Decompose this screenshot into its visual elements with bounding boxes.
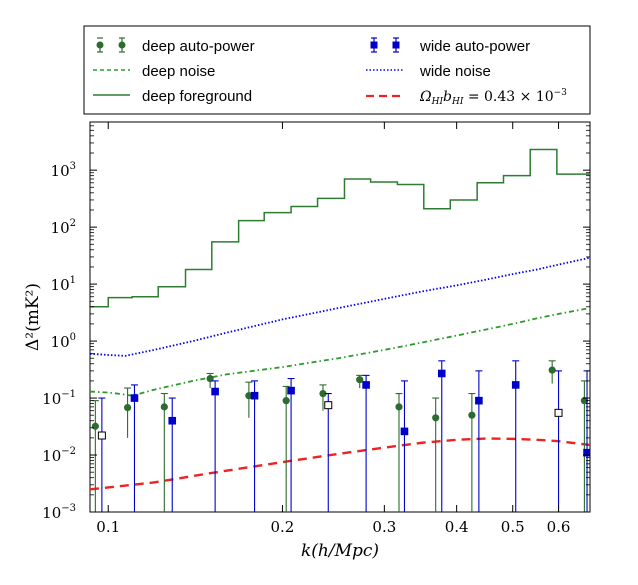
point-deep-auto-6 bbox=[319, 384, 327, 411]
legend-entry-wide-auto: wide auto-power bbox=[370, 37, 530, 55]
point-wide-auto-2 bbox=[168, 397, 177, 512]
point-deep-auto-1 bbox=[123, 387, 132, 438]
marker bbox=[356, 376, 364, 384]
point-deep-auto-8 bbox=[395, 392, 403, 512]
point-wide-auto-12 bbox=[554, 370, 563, 512]
point-deep-auto-4 bbox=[245, 381, 253, 418]
marker bbox=[400, 427, 409, 436]
marker bbox=[468, 411, 476, 419]
series-deep-noise bbox=[90, 307, 590, 397]
legend-entry-deep-noise: deep noise bbox=[93, 63, 215, 80]
marker bbox=[282, 397, 290, 405]
y-tick-label-3: 100 bbox=[51, 332, 76, 351]
point-wide-auto-1 bbox=[130, 384, 139, 512]
x-axis-label: k(h/Mpc) bbox=[301, 541, 379, 561]
marker bbox=[211, 387, 219, 396]
marker bbox=[395, 403, 403, 411]
point-deep-auto-2 bbox=[160, 392, 168, 512]
marker bbox=[91, 422, 99, 430]
marker bbox=[287, 386, 295, 395]
marker bbox=[580, 397, 588, 405]
legend-entry-model: ΩHIbHI = 0.43 × 10−3 bbox=[366, 88, 567, 107]
legend-label-wide-noise: wide noise bbox=[419, 63, 491, 80]
x-tick-label-0: 0.1 bbox=[96, 518, 120, 536]
point-deep-auto-9 bbox=[432, 397, 440, 512]
axes-layer: 10−3 10−2 10−1 100 101 102 103 0.1 0.2 0.3 0.4 0.5 0… bbox=[42, 122, 590, 536]
legend-label-deep-foreground: deep foreground bbox=[142, 88, 252, 105]
legend-entry-deep-foreground: deep foreground bbox=[93, 88, 252, 105]
point-wide-auto-7 bbox=[362, 374, 370, 512]
marker bbox=[250, 391, 259, 400]
point-wide-auto-6 bbox=[324, 392, 333, 512]
y-axis-label: Δ²(mK²) bbox=[23, 283, 43, 351]
point-deep-auto-3 bbox=[206, 372, 214, 389]
marker bbox=[123, 403, 132, 412]
x-tick-label-4: 0.5 bbox=[501, 518, 525, 536]
marker bbox=[432, 414, 440, 422]
marker bbox=[319, 389, 327, 398]
point-wide-auto-3 bbox=[211, 380, 219, 512]
marker bbox=[475, 396, 483, 405]
y-tick-label-0: 10−3 bbox=[42, 503, 76, 522]
point-deep-auto-7 bbox=[356, 374, 364, 389]
y-tick-label-2: 10−1 bbox=[42, 389, 76, 408]
marker-open bbox=[97, 431, 106, 440]
plot-area bbox=[89, 121, 591, 513]
point-wide-auto-5 bbox=[287, 377, 295, 512]
marker bbox=[362, 381, 370, 389]
legend-label-deep-noise: deep noise bbox=[142, 63, 215, 80]
y-tick-label-4: 101 bbox=[51, 275, 76, 294]
y-tick-label-6: 103 bbox=[51, 161, 76, 180]
x-tick-label-2: 0.3 bbox=[372, 518, 396, 536]
marker bbox=[168, 416, 177, 425]
series-deep-foreground bbox=[90, 148, 590, 308]
point-deep-auto-11 bbox=[548, 360, 556, 384]
y-tick-label-5: 102 bbox=[51, 218, 76, 237]
point-deep-auto-5 bbox=[282, 385, 290, 512]
point-wide-auto-0 bbox=[97, 397, 106, 512]
legend-label-wide-auto: wide auto-power bbox=[419, 38, 530, 55]
marker bbox=[437, 369, 446, 378]
point-wide-auto-10 bbox=[475, 370, 483, 512]
x-tick-label-5: 0.6 bbox=[547, 518, 571, 536]
point-wide-auto-9 bbox=[437, 360, 446, 512]
marker bbox=[130, 394, 139, 402]
legend-box bbox=[83, 25, 591, 115]
x-tick-label-3: 0.4 bbox=[445, 518, 469, 536]
point-wide-auto-4 bbox=[250, 380, 259, 512]
marker-open bbox=[554, 408, 563, 417]
marker-open bbox=[324, 401, 333, 410]
legend-label-model: ΩHIbHI = 0.43 × 10−3 bbox=[419, 88, 567, 107]
marker bbox=[160, 403, 168, 411]
series-wide-noise bbox=[90, 256, 590, 357]
point-deep-auto-10 bbox=[468, 392, 476, 512]
point-wide-auto-11 bbox=[511, 360, 520, 512]
legend-label-deep-auto: deep auto-power bbox=[142, 38, 255, 55]
marker bbox=[511, 381, 520, 389]
legend-entry-deep-auto: deep auto-power bbox=[96, 37, 255, 55]
series-model bbox=[90, 437, 590, 491]
marker bbox=[245, 392, 253, 400]
y-tick-label-1: 10−2 bbox=[42, 446, 76, 465]
point-deep-auto-12 bbox=[580, 380, 588, 512]
point-wide-auto-8 bbox=[400, 380, 409, 512]
marker bbox=[583, 448, 590, 457]
data-layer bbox=[90, 148, 590, 512]
marker bbox=[548, 366, 556, 374]
marker bbox=[206, 374, 214, 383]
legend-entry-wide-noise: wide noise bbox=[366, 63, 491, 80]
x-tick-label-1: 0.2 bbox=[271, 518, 295, 536]
